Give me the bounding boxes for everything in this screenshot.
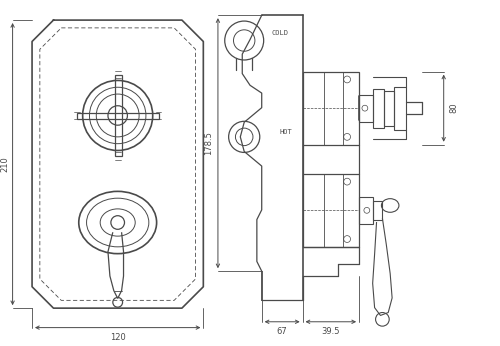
Bar (359, 94, 372, 122)
Text: 120: 120 (110, 333, 126, 342)
Text: 210: 210 (0, 156, 10, 172)
Text: 39.5: 39.5 (322, 327, 340, 336)
Bar (77, 112, 158, 119)
Text: COLD: COLD (272, 30, 288, 36)
Bar (372, 89, 384, 128)
Bar (394, 87, 406, 129)
Text: 67: 67 (277, 327, 287, 336)
Text: HOT: HOT (279, 129, 292, 135)
Bar (302, 174, 359, 247)
Bar (359, 197, 372, 224)
Text: 178.5: 178.5 (204, 131, 212, 155)
Bar (302, 72, 359, 145)
Bar (115, 75, 121, 156)
Bar (384, 91, 394, 126)
Bar (372, 201, 382, 220)
Text: 80: 80 (449, 103, 458, 113)
